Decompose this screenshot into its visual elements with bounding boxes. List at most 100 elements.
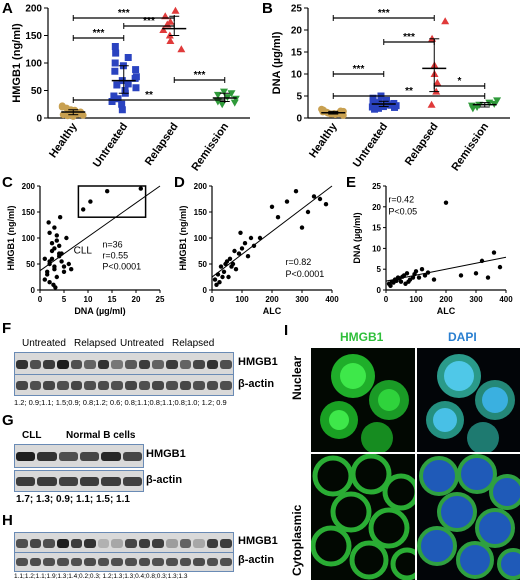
c-data-point <box>42 256 47 261</box>
a-data-point <box>227 90 236 98</box>
d-data-point <box>311 194 317 199</box>
western-blot-band <box>122 477 142 486</box>
c-x-tick-label: 5 <box>62 295 67 304</box>
b-sig-stars: ** <box>405 86 413 97</box>
western-blot-band <box>125 359 137 370</box>
e-x-tick-label: 300 <box>469 295 483 304</box>
e-data-point <box>422 273 428 278</box>
a-data-point <box>58 103 66 111</box>
western-blot-band <box>56 381 69 390</box>
blot-h-actin-label: β-actin <box>238 554 275 566</box>
a-x-tick-label: Remission <box>189 121 231 172</box>
d-y-tick-label: 50 <box>198 260 207 269</box>
a-data-point <box>132 66 140 74</box>
blot-g-actin-band-strip <box>14 470 144 492</box>
d-regression-line <box>211 185 333 278</box>
a-y-tick-label: 100 <box>25 59 42 70</box>
western-blot-band <box>43 359 55 370</box>
western-blot-band <box>206 381 219 390</box>
western-blot-band <box>84 539 96 548</box>
c-x-tick-label: 25 <box>156 295 165 304</box>
a-y-axis-title: HMGB1 (ng/ml) <box>11 23 23 103</box>
western-blot-band <box>101 451 121 462</box>
western-blot-band <box>101 477 121 486</box>
a-sig-stars: *** <box>93 28 105 39</box>
a-data-point <box>118 106 126 114</box>
b-data-point <box>433 78 442 86</box>
western-blot-band <box>80 451 100 462</box>
d-y-axis-title: HMGB1 (ng/ml) <box>178 206 188 271</box>
western-blot-band <box>80 477 100 486</box>
panel-h-label: H <box>2 512 13 529</box>
d-data-point <box>245 254 251 259</box>
d-data-point <box>317 196 323 202</box>
d-data-point <box>217 280 222 285</box>
e-x-axis-title: ALC <box>437 306 456 316</box>
blot-h-hmgb1-label: HMGB1 <box>238 535 278 547</box>
western-blot-band <box>97 558 110 567</box>
western-blot-band <box>125 558 137 567</box>
western-blot-band <box>16 558 28 567</box>
western-blot-band <box>193 539 205 548</box>
a-data-point <box>171 6 180 14</box>
western-blot-band <box>165 539 178 548</box>
blot-f-header-4: Relapsed <box>172 338 215 349</box>
western-blot-band <box>111 381 123 390</box>
western-blot-band <box>138 381 151 390</box>
d-y-tick-label: 200 <box>194 182 208 191</box>
micrograph-cytoplasmic-dapi <box>417 454 520 580</box>
western-blot-band <box>193 558 205 567</box>
c-data-point <box>52 225 57 230</box>
b-data-point <box>371 105 379 113</box>
micrograph-nuclear-hmgb1 <box>311 348 415 452</box>
b-data-point <box>427 100 436 108</box>
western-blot-band <box>179 539 192 548</box>
c-data-point <box>105 189 110 194</box>
d-data-point <box>233 267 239 272</box>
c-data-point <box>49 241 55 246</box>
c-data-point <box>88 199 93 204</box>
blot-g-header-normal: Normal B cells <box>66 430 136 441</box>
a-data-point <box>114 95 122 103</box>
b-y-tick-label: 0 <box>296 114 302 125</box>
c-data-point <box>57 243 62 248</box>
western-blot-band <box>56 558 69 567</box>
c-stat-text: P<0.0001 <box>102 261 141 271</box>
western-blot-band <box>179 359 192 370</box>
b-data-point <box>319 108 327 116</box>
c-data-point <box>49 248 55 254</box>
d-data-point <box>257 235 263 241</box>
c-data-point <box>54 238 59 243</box>
western-blot-band <box>111 359 123 370</box>
a-data-point <box>64 112 72 120</box>
c-y-tick-label: 0 <box>31 286 36 295</box>
c-stat-text: n=36 <box>102 239 122 249</box>
micro-col-hmgb1-label: HMGB1 <box>340 330 384 344</box>
blot-g-hmgb1-band-strip <box>14 444 144 468</box>
panel-b-label: B <box>262 0 273 17</box>
c-data-point <box>138 186 143 191</box>
blot-h-actin-band-strip <box>14 552 234 572</box>
western-blot-band <box>165 558 178 567</box>
a-data-point <box>111 67 119 75</box>
d-x-tick-label: 200 <box>265 295 279 304</box>
d-data-point <box>214 282 219 287</box>
western-blot-band <box>97 539 110 548</box>
d-data-point <box>293 189 299 194</box>
a-data-point <box>124 54 132 61</box>
blot-f-hmgb1-band-strip <box>14 352 234 376</box>
blot-g-hmgb1-label: HMGB1 <box>146 448 186 460</box>
b-x-tick-label: Healthy <box>307 120 340 160</box>
a-data-point <box>159 26 168 33</box>
b-data-point <box>382 96 390 104</box>
western-blot-band <box>84 381 96 390</box>
blot-g-actin-label: β-actin <box>146 474 183 486</box>
a-sig-stars: ** <box>145 90 153 101</box>
e-data-point <box>419 267 425 272</box>
panel-f-label: F <box>2 320 12 337</box>
blot-f-actin-label: β-actin <box>238 378 275 390</box>
b-y-tick-label: 25 <box>291 4 303 15</box>
blot-f-hmgb1-label: HMGB1 <box>238 356 278 368</box>
e-y-tick-label: 0 <box>377 286 382 295</box>
